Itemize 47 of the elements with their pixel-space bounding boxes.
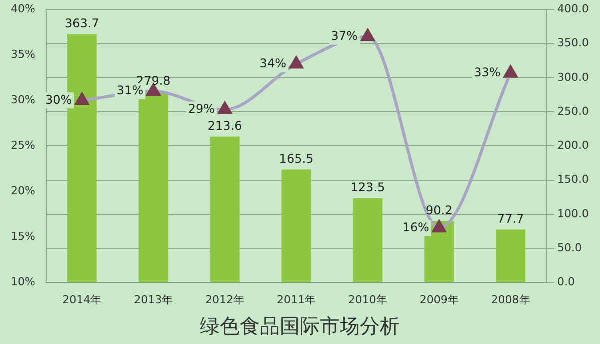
y2-tick-label: 25% <box>10 139 36 152</box>
point <box>361 29 375 42</box>
y-tick-label: 100.0 <box>558 207 590 220</box>
y2-tick-label: 15% <box>10 230 36 244</box>
y2-tick-label: 20% <box>10 184 36 198</box>
data-label: 123.5 <box>350 180 386 195</box>
point <box>218 102 232 114</box>
data-label: 37% <box>331 29 358 44</box>
y-tick-label: 250.0 <box>558 104 590 118</box>
bar <box>210 136 240 282</box>
data-label: 16% <box>402 220 430 234</box>
data-label: 363.7 <box>64 16 100 31</box>
data-label: 90.2 <box>426 203 453 218</box>
bar <box>496 230 526 282</box>
x-tick-label: 2011年 <box>276 293 316 306</box>
data-label: 30% <box>45 92 72 107</box>
y-tick-label: 150.0 <box>558 173 590 186</box>
x-tick-label: 2014年 <box>62 293 102 306</box>
bar <box>353 198 383 282</box>
point <box>432 220 446 233</box>
y-tick-label: 300.0 <box>558 70 590 84</box>
y2-tick-label: 35% <box>10 48 36 61</box>
y-tick-label: 50.0 <box>558 242 582 255</box>
y-tick-label: 350.0 <box>558 36 590 50</box>
data-label: 165.5 <box>279 152 314 166</box>
point <box>504 66 518 78</box>
point <box>290 56 304 69</box>
bar <box>282 170 312 282</box>
text: 绿色食品国际市场分析 <box>200 314 400 338</box>
data-label: 213.6 <box>208 119 242 134</box>
y2-tick-label: 40% <box>10 2 36 16</box>
y-tick-label: 200.0 <box>558 139 590 152</box>
x-tick-label: 2013年 <box>134 293 174 306</box>
y-tick-label: 400.0 <box>558 2 590 16</box>
y-tick-label: 0.0 <box>558 276 576 289</box>
x-tick-label: 2010年 <box>348 293 388 306</box>
x-tick-label: 2008年 <box>491 293 530 306</box>
data-label: 33% <box>474 65 501 80</box>
y2-tick-label: 30% <box>10 94 36 107</box>
point <box>75 93 89 106</box>
x-tick-label: 2012年 <box>206 293 245 306</box>
x-tick-label: 2009年 <box>420 293 459 306</box>
data-label: 31% <box>116 84 144 98</box>
y2-tick-label: 10% <box>10 276 36 289</box>
data-label: 34% <box>260 56 286 70</box>
data-label: 29% <box>188 102 216 116</box>
data-label: 77.7 <box>497 212 524 226</box>
